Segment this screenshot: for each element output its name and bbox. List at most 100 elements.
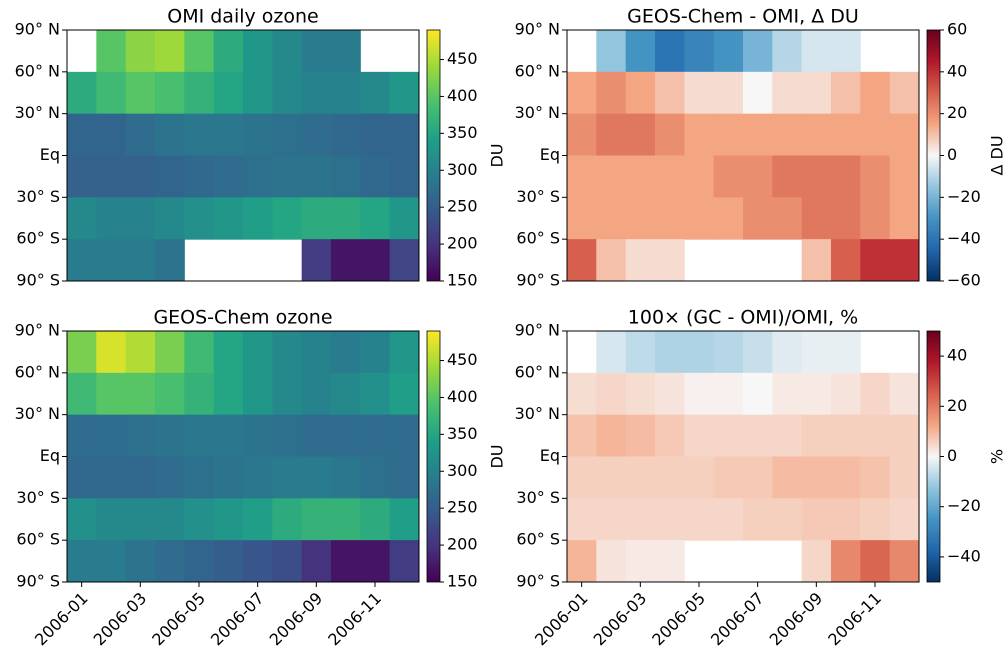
colorbar-tick-label: −20: [947, 187, 981, 206]
heat-cell: [567, 540, 597, 583]
y-tick-label: 30° N: [15, 404, 60, 423]
heat-cell: [125, 414, 156, 457]
panel-title: GEOS-Chem - OMI, Δ DU: [627, 6, 859, 28]
heat-cell: [596, 197, 627, 240]
heat-cell: [713, 414, 744, 457]
colorbar-tick-label: 450: [447, 49, 478, 68]
colorbar-label: DU: [488, 444, 507, 468]
heat-cell: [184, 113, 215, 156]
heat-cell: [213, 331, 244, 374]
heat-cell: [125, 239, 156, 282]
heat-cell: [567, 113, 597, 156]
y-tick-label: 60° S: [516, 530, 560, 549]
x-tick-label: 2006-11: [324, 589, 385, 650]
heat-cell: [713, 456, 744, 499]
heat-cell: [213, 456, 244, 499]
heat-cell: [125, 540, 156, 583]
heat-cell: [596, 372, 627, 416]
heat-cell: [567, 498, 597, 541]
heat-cell: [243, 331, 273, 374]
heat-cell: [360, 197, 391, 240]
heat-cell: [272, 540, 303, 583]
y-tick-label: 60° N: [515, 61, 560, 80]
heat-cell: [184, 197, 215, 240]
heat-cell: [125, 197, 156, 240]
heat-cell: [125, 113, 156, 156]
heat-cell: [831, 414, 861, 457]
heat-cell: [331, 113, 361, 156]
heat-cell: [125, 155, 156, 198]
heat-cell: [389, 331, 420, 374]
y-tick-label: 30° S: [16, 187, 60, 206]
colorbar-tick-label: 250: [447, 498, 478, 517]
heat-cell: [184, 372, 215, 416]
y-tick-label: 30° S: [516, 187, 560, 206]
heat-cell: [184, 498, 215, 541]
heat-cell: [67, 331, 97, 374]
heat-cell: [301, 456, 332, 499]
colorbar-tick-label: −40: [947, 229, 981, 248]
heat-cell: [67, 71, 97, 115]
heat-cell: [625, 540, 656, 583]
heat-cell: [772, 113, 803, 156]
heat-cell: [772, 372, 803, 416]
heat-cell: [713, 71, 744, 115]
heat-cell: [272, 30, 303, 73]
heat-cell: [713, 30, 744, 73]
heat-cell: [184, 71, 215, 115]
heat-cell: [96, 71, 127, 115]
heat-cell: [360, 155, 391, 198]
y-tick-label: 60° S: [16, 530, 60, 549]
y-tick-label: 30° S: [516, 488, 560, 507]
heat-cell: [67, 540, 97, 583]
heat-cell: [331, 71, 361, 115]
heat-cell: [67, 239, 97, 282]
heat-cell: [713, 372, 744, 416]
colorbar-tick-label: 0: [947, 446, 957, 465]
heat-cell: [125, 372, 156, 416]
y-tick-label: 90° N: [515, 20, 560, 39]
heat-cell: [96, 540, 127, 583]
y-tick-label: 60° S: [516, 229, 560, 248]
heat-cell: [360, 71, 391, 115]
heat-cell: [743, 113, 773, 156]
heat-cell: [860, 113, 891, 156]
heat-cell: [184, 155, 215, 198]
heat-cell: [213, 540, 244, 583]
heat-cell: [389, 113, 420, 156]
x-tick-label: 2006-01: [531, 589, 592, 650]
heat-cell: [301, 155, 332, 198]
heat-cell: [272, 498, 303, 541]
heat-cell: [801, 113, 832, 156]
heat-cell: [655, 414, 685, 457]
heat-cell: [155, 239, 185, 282]
heat-cell: [96, 155, 127, 198]
heat-cell: [860, 540, 891, 583]
heat-cell: [625, 498, 656, 541]
heat-cell: [596, 498, 627, 541]
y-tick-label: 90° N: [15, 20, 60, 39]
heat-cell: [301, 30, 332, 73]
heat-cell: [625, 113, 656, 156]
heat-cell: [96, 113, 127, 156]
heat-cell: [860, 372, 891, 416]
heat-cell: [272, 414, 303, 457]
heat-cell: [213, 197, 244, 240]
y-tick-label: Eq: [540, 446, 560, 465]
y-tick-label: 30° N: [515, 404, 560, 423]
panel-title: OMI daily ozone: [167, 6, 319, 28]
heat-cell: [743, 155, 773, 198]
y-tick-label: 30° S: [16, 488, 60, 507]
heat-cell: [596, 239, 627, 282]
y-tick-label: 90° S: [16, 572, 60, 591]
heat-cell: [772, 331, 803, 374]
heat-cell: [625, 197, 656, 240]
heat-cell: [831, 498, 861, 541]
heat-cell: [625, 331, 656, 374]
heat-cell: [684, 30, 715, 73]
colorbar-tick-label: −40: [947, 546, 981, 565]
heat-cell: [155, 331, 185, 374]
heat-cell: [831, 71, 861, 115]
heat-cell: [655, 239, 685, 282]
heat-cell: [272, 372, 303, 416]
